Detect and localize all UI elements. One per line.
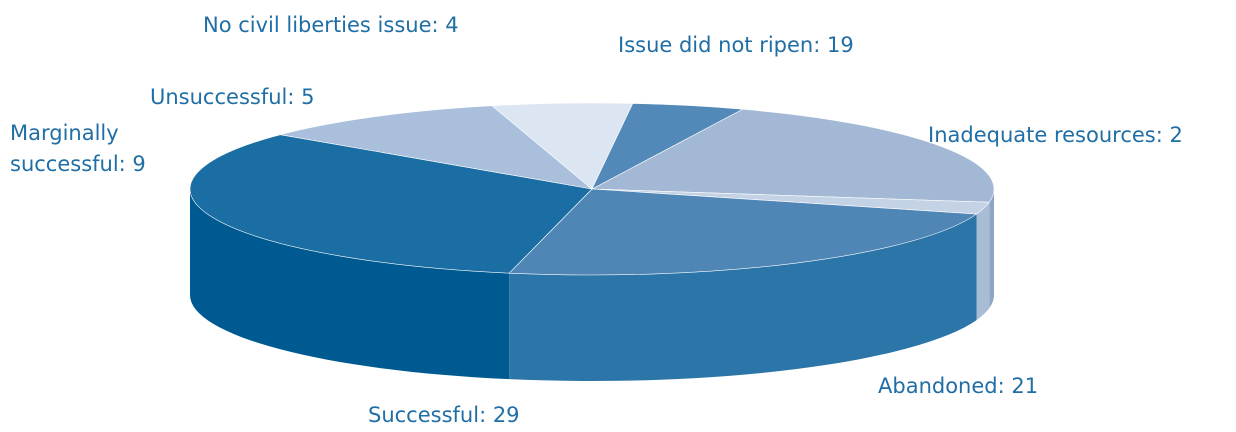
data-label-abandoned: Abandoned: 21 (878, 374, 1038, 398)
pie-slice-successful (189, 134, 593, 274)
pie-sides (189, 189, 994, 382)
pie-slice-issue-did-not-ripen (590, 108, 995, 203)
pie-side-inadequate-resources (976, 202, 990, 321)
pie-slice-abandoned (508, 188, 978, 276)
pie-side-abandoned (509, 214, 977, 382)
pie-slice-no-civil-liberties-issue (591, 103, 744, 190)
pie-side-issue-did-not-ripen (989, 189, 994, 309)
pie-labels: Issue did not ripen: 19 Inadequate resou… (10, 13, 1183, 427)
data-label-unsuccessful: Unsuccessful: 5 (150, 85, 314, 109)
data-label-marginally-successful: Marginally successful: 9 (10, 121, 146, 176)
pie-side-successful (189, 189, 510, 380)
data-label-successful: Successful: 29 (368, 403, 520, 427)
pie-slice-marginally-successful (280, 105, 594, 190)
data-label-no-civil-liberties-issue: No civil liberties issue: 4 (203, 13, 459, 37)
pie-slice-unsuccessful (491, 102, 634, 190)
data-label-issue-did-not-ripen: Issue did not ripen: 19 (618, 33, 854, 57)
data-label-inadequate-resources: Inadequate resources: 2 (928, 123, 1183, 147)
pie-tops (189, 102, 995, 276)
